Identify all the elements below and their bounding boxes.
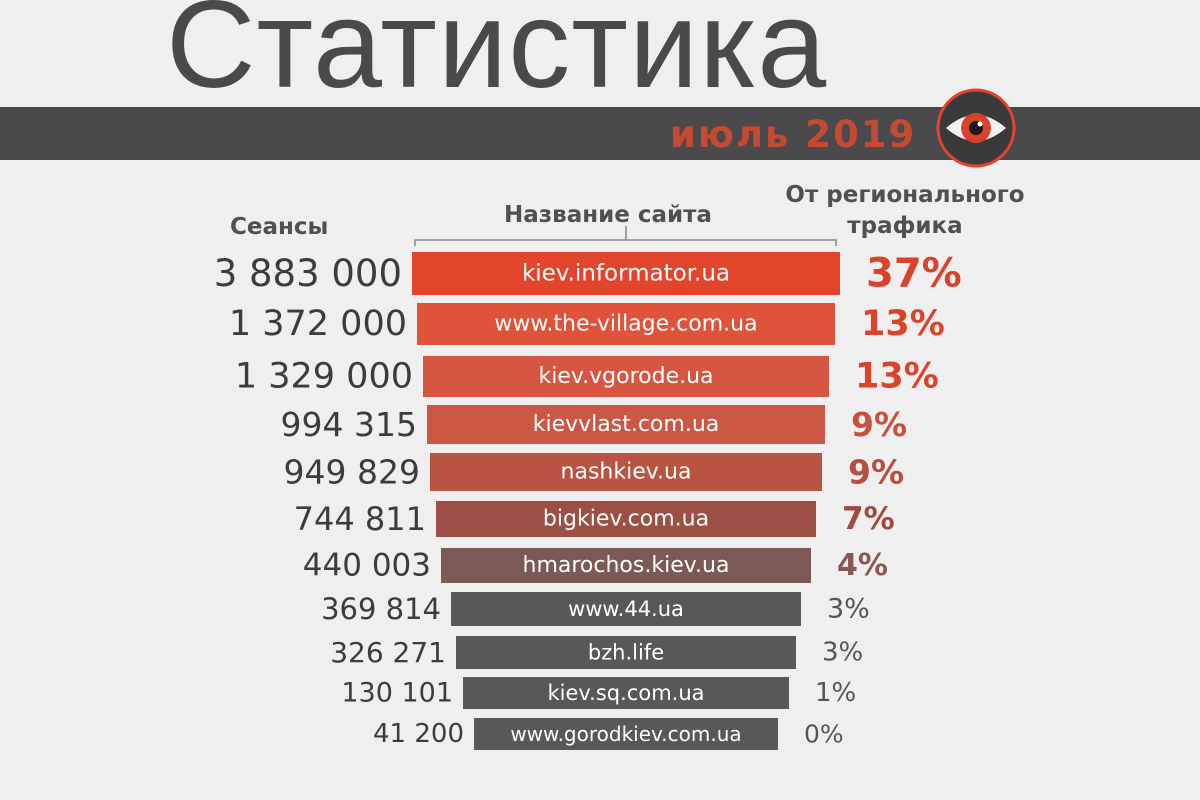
share-value: 9% <box>848 453 904 492</box>
share-value: 13% <box>855 357 939 397</box>
site-column-header: Название сайта <box>504 202 712 228</box>
share-value: 1% <box>815 678 856 708</box>
sessions-value: 369 814 <box>321 592 441 626</box>
share-value: 3% <box>822 638 863 668</box>
share-value: 7% <box>842 501 895 537</box>
site-name-label: kiev.sq.com.ua <box>547 681 704 705</box>
funnel-bar <box>430 453 822 491</box>
site-name-label: bigkiev.com.ua <box>543 507 709 532</box>
funnel-bar <box>441 548 811 583</box>
share-value: 4% <box>837 548 888 583</box>
eye-icon <box>936 88 1016 168</box>
sessions-value: 440 003 <box>303 548 431 584</box>
funnel-bar <box>474 718 778 750</box>
sessions-value: 3 883 000 <box>214 252 402 295</box>
site-name-label: kiev.vgorode.ua <box>538 364 713 389</box>
share-value: 0% <box>804 720 844 749</box>
funnel-bar <box>427 405 825 444</box>
site-name-label: kievvlast.com.ua <box>533 412 720 437</box>
site-name-label: hmarochos.kiev.ua <box>523 553 730 578</box>
sessions-value: 1 372 000 <box>229 304 407 344</box>
funnel-bar <box>463 677 789 709</box>
sessions-value: 994 315 <box>281 405 417 444</box>
share-value: 3% <box>827 594 870 625</box>
share-column-header: От регионального трафика <box>770 180 1040 242</box>
share-value: 37% <box>866 251 962 297</box>
share-header-line-2: трафика <box>847 213 963 240</box>
site-column-bracket <box>414 226 837 246</box>
sessions-value: 130 101 <box>341 678 453 709</box>
sessions-value: 949 829 <box>284 453 420 492</box>
funnel-bar <box>451 592 801 626</box>
share-value: 9% <box>851 405 907 444</box>
site-name-label: bzh.life <box>588 641 664 665</box>
site-name-label: nashkiev.ua <box>561 460 692 485</box>
funnel-bar <box>417 303 835 345</box>
sessions-value: 1 329 000 <box>235 357 413 397</box>
period-subtitle: июль 2019 <box>670 113 917 156</box>
sessions-column-header: Сеансы <box>230 214 329 240</box>
funnel-bar <box>412 252 840 295</box>
sessions-value: 326 271 <box>330 636 446 669</box>
site-name-label: www.44.ua <box>568 597 684 621</box>
share-value: 13% <box>861 304 945 344</box>
funnel-bar <box>423 356 829 397</box>
site-name-label: kiev.informator.ua <box>522 261 730 287</box>
sessions-value: 744 811 <box>294 500 426 538</box>
sessions-value: 41 200 <box>373 719 464 749</box>
share-header-line-1: От регионального <box>785 182 1025 208</box>
funnel-bar <box>436 501 816 537</box>
funnel-bar <box>456 636 796 669</box>
site-name-label: www.the-village.com.ua <box>494 312 757 337</box>
page-title: Статистика <box>166 0 828 114</box>
site-name-label: www.gorodkiev.com.ua <box>510 722 741 746</box>
